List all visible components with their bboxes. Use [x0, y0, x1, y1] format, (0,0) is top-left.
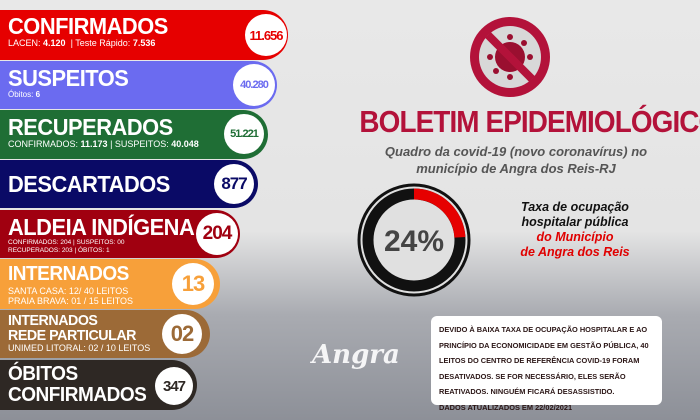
- obitos-title1: ÓBITOS: [8, 363, 78, 385]
- obitos-bar: ÓBITOS CONFIRMADOS 347: [0, 360, 197, 410]
- aldeia-line1: CONFIRMADOS: 204 | SUSPEITOS: 00: [8, 239, 125, 246]
- suspeitos-bar: SUSPEITOS Óbitos: 6 40.280: [0, 61, 277, 109]
- internados-bar: INTERNADOS SANTA CASA: 12/ 40 LEITOS PRA…: [0, 259, 220, 309]
- aldeia-bar: ALDEIA INDÍGENA CONFIRMADOS: 204 | SUSPE…: [0, 210, 240, 258]
- gauge-label: 24%: [384, 225, 444, 258]
- occupancy-gauge: 24%: [357, 183, 471, 297]
- recuperados-bar: RECUPERADOS CONFIRMADOS: 11.173 | SUSPEI…: [0, 110, 268, 159]
- confirmados-title: CONFIRMADOS: [8, 13, 168, 39]
- aldeia-total: 204: [196, 213, 238, 255]
- aldeia-title: ALDEIA INDÍGENA: [8, 214, 195, 240]
- page-title: BOLETIM EPIDEMIOLÓGICO: [359, 104, 700, 139]
- rede-line1: UNIMED LITORAL: 02 / 10 LEITOS: [8, 343, 151, 353]
- notice-box: Devido à baixa taxa de ocupação hospital…: [431, 316, 662, 412]
- occupancy-text: Taxa de ocupação hospitalar pública do M…: [520, 200, 630, 259]
- notice-updated: Dados atualizados em 22/02/2021: [439, 402, 573, 412]
- confirmados-detail: LACEN: 4.120 | Teste Rápido: 7.536: [8, 38, 156, 48]
- suspeitos-total: 40.280: [233, 64, 275, 106]
- gauge-fill: [362, 188, 466, 292]
- angra-logo: Angra: [312, 340, 400, 370]
- aldeia-line2: RECUPERADOS: 203 | ÓBITOS: 1: [8, 247, 110, 254]
- obitos-total: 347: [155, 367, 193, 405]
- no-virus-icon: [470, 17, 550, 97]
- obitos-title2: CONFIRMADOS: [8, 384, 147, 406]
- recuperados-total: 51.221: [224, 114, 264, 154]
- subtitle: Quadro da covid-19 (novo coronavírus) no…: [384, 144, 648, 176]
- recuperados-title: RECUPERADOS: [8, 114, 173, 140]
- descartados-title: DESCARTADOS: [8, 171, 170, 197]
- descartados-total: 877: [214, 164, 254, 204]
- suspeitos-detail: Óbitos: 6: [8, 90, 41, 99]
- confirmados-bar: CONFIRMADOS LACEN: 4.120 | Teste Rápido:…: [0, 10, 288, 60]
- rede-title2: REDE PARTICULAR: [8, 327, 136, 344]
- rede-particular-bar: INTERNADOS REDE PARTICULAR UNIMED LITORA…: [0, 310, 210, 358]
- notice-text: Devido à baixa taxa de ocupação hospital…: [439, 325, 649, 396]
- internados-line2: PRAIA BRAVA: 01 / 15 LEITOS: [8, 296, 134, 306]
- recuperados-detail: CONFIRMADOS: 11.173 | SUSPEITOS: 40.048: [8, 139, 199, 149]
- internados-total: 13: [172, 263, 214, 305]
- suspeitos-title: SUSPEITOS: [8, 65, 129, 91]
- internados-line1: SANTA CASA: 12/ 40 LEITOS: [8, 286, 129, 296]
- confirmados-total: 11.656: [245, 14, 287, 56]
- rede-total: 02: [162, 314, 202, 354]
- descartados-bar: DESCARTADOS 877: [0, 160, 258, 208]
- rede-title1: INTERNADOS: [8, 312, 98, 329]
- internados-title: INTERNADOS: [8, 263, 129, 285]
